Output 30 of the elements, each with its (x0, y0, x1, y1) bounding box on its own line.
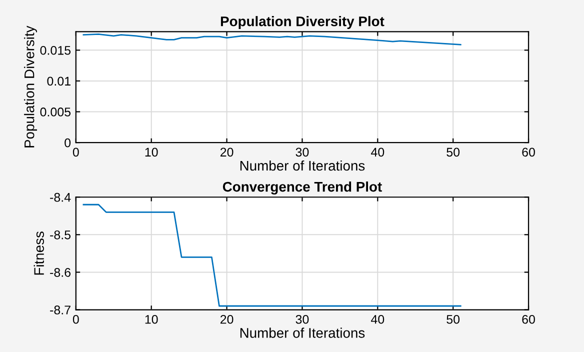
chart-title: Convergence Trend Plot (222, 182, 382, 195)
x-tick-label: 60 (522, 148, 535, 157)
x-tick-label: 40 (370, 148, 384, 157)
y-tick-label: 0.015 (40, 46, 71, 55)
y-tick-label: 0.01 (47, 76, 70, 86)
x-tick-label: 10 (145, 314, 158, 324)
y-axis-title: Fitness (34, 232, 44, 275)
x-tick-label: 20 (220, 148, 234, 157)
x-axis-title: Number of Iterations (240, 160, 365, 171)
y-tick-label: 0.005 (40, 108, 71, 116)
y-tick-label: -8.7 (50, 306, 70, 314)
y-tick-label: -8.4 (50, 192, 71, 202)
x-tick-label: 0 (72, 148, 79, 157)
x-tick-label: 0 (72, 314, 79, 324)
x-axis-title: Number of Iterations (240, 328, 365, 338)
x-tick-label: 10 (145, 148, 158, 157)
x-tick-label: 20 (220, 314, 234, 324)
x-tick-label: 50 (446, 148, 460, 157)
y-tick-label: -8.5 (50, 230, 71, 240)
chart-title: Population Diversity Plot (220, 16, 384, 30)
x-tick-label: 30 (296, 314, 309, 324)
line-series (82, 33, 462, 46)
x-tick-label: 40 (370, 314, 384, 324)
y-axis-title: Population Diversity (24, 26, 38, 148)
y-tick-label: 0 (64, 138, 71, 148)
x-tick-label: 30 (296, 148, 309, 157)
x-tick-label: 60 (522, 314, 535, 324)
line-series (82, 204, 462, 307)
y-tick-label: -8.6 (50, 268, 71, 277)
x-tick-label: 50 (446, 314, 460, 324)
